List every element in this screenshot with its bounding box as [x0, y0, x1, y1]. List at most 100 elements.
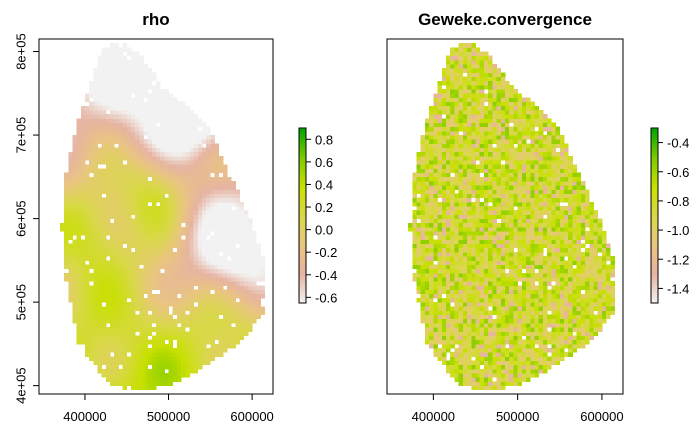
raster-cell	[243, 226, 249, 232]
raster-cell	[156, 364, 161, 370]
raster-cell	[521, 151, 527, 157]
raster-cell	[80, 118, 86, 123]
raster-cell	[446, 360, 451, 366]
raster-cell	[513, 222, 518, 228]
raster-cell	[185, 268, 190, 274]
raster-cell	[126, 168, 132, 174]
raster-cell	[424, 289, 430, 295]
raster-cell	[68, 264, 73, 270]
raster-cell	[496, 135, 502, 140]
raster-cell	[424, 151, 430, 157]
raster-cell	[122, 64, 128, 69]
raster-cell	[135, 185, 140, 190]
raster-cell	[462, 331, 468, 336]
raster-cell	[176, 139, 182, 144]
raster-cell	[462, 348, 468, 353]
raster-cell	[76, 197, 82, 203]
raster-cell	[437, 201, 443, 207]
raster-cell	[475, 256, 481, 261]
raster-cell	[437, 281, 443, 286]
raster-cell	[110, 377, 115, 382]
raster-cell	[218, 164, 224, 169]
raster-cell	[517, 310, 523, 316]
raster-cell	[517, 118, 523, 123]
raster-cell	[151, 118, 157, 123]
raster-cell	[500, 189, 506, 194]
raster-cell	[110, 277, 115, 282]
raster-cell	[420, 289, 426, 295]
raster-cell	[101, 130, 107, 136]
raster-cell	[462, 201, 468, 207]
raster-cell	[68, 222, 73, 228]
raster-cell	[168, 297, 174, 303]
raster-cell	[471, 385, 476, 391]
raster-cell	[446, 289, 451, 295]
raster-cell	[114, 260, 119, 265]
raster-cell	[118, 226, 123, 232]
raster-cell	[147, 189, 153, 194]
raster-cell	[181, 105, 186, 111]
raster-cell	[202, 201, 207, 207]
raster-cell	[89, 89, 94, 94]
raster-cell	[475, 143, 481, 148]
raster-cell	[509, 126, 514, 132]
raster-cell	[139, 93, 144, 98]
raster-cells	[408, 43, 615, 391]
raster-cell	[505, 260, 510, 265]
raster-cell	[412, 172, 417, 178]
raster-cell	[441, 185, 447, 190]
raster-cell	[135, 306, 140, 311]
raster-cell	[160, 214, 165, 219]
raster-cell	[471, 264, 476, 270]
raster-cell	[122, 339, 128, 345]
raster-cell	[97, 201, 103, 207]
raster-cell	[164, 164, 169, 169]
raster-cell	[496, 364, 502, 370]
raster-cell	[454, 247, 459, 253]
raster-cell	[509, 226, 514, 232]
raster-cell	[231, 197, 236, 203]
raster-cell	[412, 210, 417, 215]
raster-cell	[76, 335, 82, 341]
raster-cell	[156, 181, 161, 186]
raster-cell	[446, 160, 451, 165]
raster-cell	[176, 210, 182, 215]
raster-cell	[483, 122, 489, 128]
raster-cell	[433, 118, 438, 123]
raster-cell	[64, 176, 69, 182]
raster-cell	[509, 285, 514, 290]
raster-cell	[530, 368, 535, 374]
raster-cell	[85, 93, 90, 98]
raster-cell	[97, 231, 103, 236]
raster-cell	[492, 151, 497, 157]
raster-cell	[181, 168, 186, 174]
raster-cell	[189, 331, 194, 336]
raster-cell	[441, 76, 447, 82]
raster-cell	[97, 155, 103, 161]
x-tick-label: 600000	[230, 409, 273, 424]
legend-swatch	[299, 148, 306, 152]
raster-cell	[206, 151, 211, 157]
raster-cell	[151, 151, 157, 157]
raster-cell	[462, 105, 468, 111]
raster-cell	[471, 297, 476, 303]
raster-cell	[483, 185, 489, 190]
raster-cell	[227, 318, 232, 324]
raster-cell	[450, 331, 455, 336]
raster-cell	[471, 277, 476, 282]
raster-cell	[202, 297, 207, 303]
raster-cell	[139, 214, 144, 219]
raster-cell	[479, 327, 485, 332]
raster-cell	[76, 168, 82, 174]
raster-cell	[521, 139, 527, 144]
raster-cell	[509, 135, 514, 140]
raster-cell	[467, 302, 472, 307]
raster-cell	[139, 285, 144, 290]
raster-cell	[72, 272, 77, 278]
raster-cell	[122, 181, 128, 186]
raster-cell	[118, 310, 123, 316]
raster-cell	[222, 302, 228, 307]
raster-cell	[492, 97, 497, 103]
raster-cell	[93, 323, 98, 328]
raster-cell	[433, 256, 438, 261]
